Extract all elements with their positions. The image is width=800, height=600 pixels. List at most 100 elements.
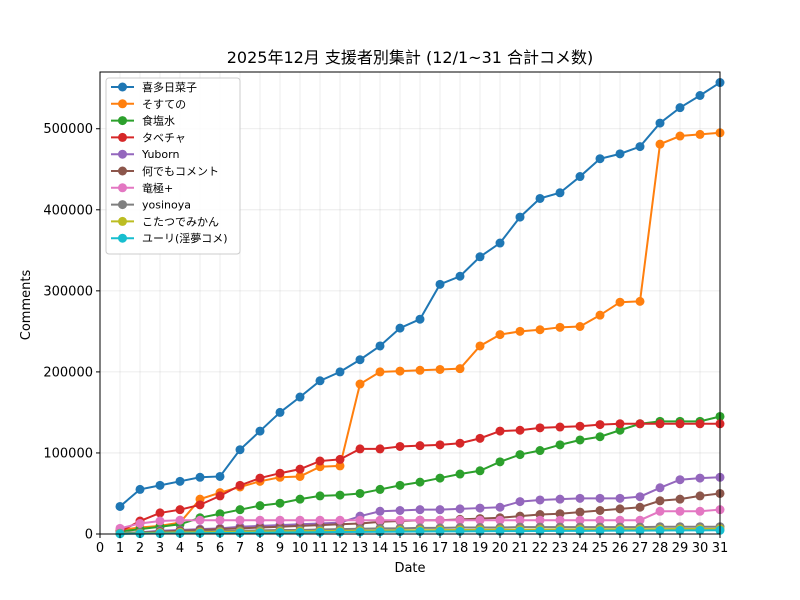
data-point — [475, 341, 485, 351]
data-point — [575, 421, 585, 431]
x-tick-label: 4 — [176, 541, 184, 556]
data-point — [295, 471, 305, 481]
data-point — [395, 323, 405, 333]
data-point — [275, 515, 285, 525]
data-point — [195, 472, 205, 482]
x-tick-label: 17 — [432, 541, 449, 556]
data-point — [675, 525, 685, 535]
x-axis-label: Date — [394, 561, 425, 576]
data-point — [335, 367, 345, 377]
data-point — [275, 468, 285, 478]
x-tick-label: 9 — [276, 541, 284, 556]
data-point — [575, 435, 585, 445]
data-point — [315, 376, 325, 386]
x-tick-label: 13 — [352, 541, 369, 556]
data-point — [375, 506, 385, 516]
legend-marker — [118, 200, 127, 210]
data-point — [395, 505, 405, 515]
legend-label: Yuborn — [141, 148, 179, 161]
series-0 — [115, 78, 725, 511]
data-point — [475, 503, 485, 513]
data-point — [555, 509, 565, 519]
legend-item: ユーリ(淫夢コメ) — [111, 232, 228, 245]
legend-label: 食塩水 — [142, 114, 175, 128]
data-point — [235, 505, 245, 515]
data-point — [595, 432, 605, 442]
x-tick-label: 3 — [156, 541, 164, 556]
x-tick-label: 10 — [292, 541, 309, 556]
data-point — [415, 515, 425, 525]
data-point — [495, 457, 505, 467]
chart-title: 2025年12月 支援者別集計 (12/1~31 合計コメ数) — [227, 48, 594, 67]
data-point — [535, 423, 545, 433]
data-point — [275, 407, 285, 417]
data-point — [595, 154, 605, 164]
data-point — [215, 509, 225, 519]
x-tick-label: 7 — [236, 541, 244, 556]
data-point — [555, 422, 565, 432]
x-tick-label: 16 — [412, 541, 429, 556]
data-point — [535, 526, 545, 536]
data-point — [435, 515, 445, 525]
data-point — [695, 91, 705, 101]
legend-marker — [118, 183, 127, 193]
data-point — [315, 491, 325, 501]
data-point — [555, 515, 565, 525]
legend-label: そすての — [142, 98, 186, 111]
x-tick-label: 24 — [572, 541, 589, 556]
data-point — [295, 527, 305, 537]
data-point — [195, 515, 205, 525]
legend-marker — [118, 82, 127, 92]
data-point — [175, 528, 185, 538]
data-point — [315, 515, 325, 525]
data-point — [675, 419, 685, 429]
data-point — [415, 365, 425, 375]
x-tick-label: 5 — [196, 541, 204, 556]
data-point — [655, 526, 665, 536]
data-point — [515, 515, 525, 525]
data-point — [435, 279, 445, 289]
data-point — [575, 493, 585, 503]
legend-label: タベチャ — [142, 131, 186, 144]
data-point — [155, 508, 165, 518]
data-point — [355, 444, 365, 454]
data-point — [435, 473, 445, 483]
data-point — [655, 496, 665, 506]
x-tick-label: 1 — [116, 541, 124, 556]
data-point — [255, 528, 265, 538]
data-point — [295, 392, 305, 402]
data-point — [355, 379, 365, 389]
x-tick-label: 25 — [592, 541, 609, 556]
data-point — [335, 515, 345, 525]
data-point — [435, 364, 445, 374]
data-point — [695, 473, 705, 483]
legend-label: こたつでみかん — [142, 215, 219, 228]
data-point — [555, 440, 565, 450]
data-point — [235, 445, 245, 455]
data-point — [475, 466, 485, 476]
legend-item: 何でもコメント — [111, 165, 219, 178]
legend-marker — [118, 99, 127, 109]
legend-item: 食塩水 — [111, 114, 175, 128]
data-point — [335, 490, 345, 500]
data-point — [175, 515, 185, 525]
data-point — [535, 495, 545, 505]
x-tick-label: 19 — [472, 541, 489, 556]
data-point — [455, 438, 465, 448]
x-tick-label: 26 — [612, 541, 629, 556]
data-point — [255, 426, 265, 436]
legend-marker — [118, 149, 127, 159]
legend-item: そすての — [111, 98, 186, 111]
x-tick-label: 8 — [256, 541, 264, 556]
data-point — [275, 528, 285, 538]
data-point — [475, 252, 485, 262]
data-point — [395, 441, 405, 451]
y-tick-label: 400000 — [43, 203, 93, 218]
x-tick-label: 18 — [452, 541, 469, 556]
data-point — [155, 516, 165, 526]
data-point — [555, 188, 565, 198]
legend-label: ユーリ(淫夢コメ) — [142, 232, 228, 245]
data-point — [215, 515, 225, 525]
data-point — [255, 501, 265, 511]
